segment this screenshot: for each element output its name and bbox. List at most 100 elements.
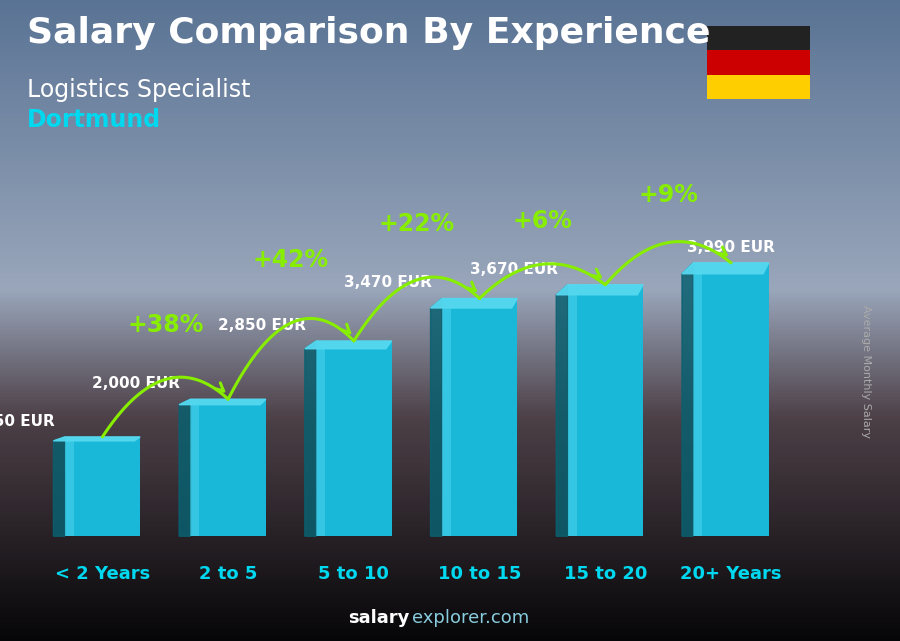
Bar xyxy=(0,538,900,540)
Bar xyxy=(0,2,900,4)
Bar xyxy=(0,447,900,449)
Bar xyxy=(0,609,900,611)
Bar xyxy=(442,299,518,537)
Bar xyxy=(0,417,900,419)
Bar xyxy=(0,395,900,397)
Bar xyxy=(0,147,900,149)
Bar xyxy=(0,69,900,71)
Bar xyxy=(0,594,900,596)
Bar xyxy=(0,66,900,69)
Bar xyxy=(0,47,900,49)
Text: +42%: +42% xyxy=(253,247,329,272)
Bar xyxy=(0,306,900,308)
Bar xyxy=(0,85,900,88)
Bar xyxy=(0,357,900,359)
Bar xyxy=(0,288,900,290)
Bar xyxy=(0,378,900,380)
Bar xyxy=(0,534,900,537)
Bar xyxy=(0,156,900,158)
Bar xyxy=(0,537,900,538)
Bar xyxy=(0,276,900,278)
Bar xyxy=(0,30,900,32)
Bar xyxy=(0,402,900,404)
Bar xyxy=(0,207,900,210)
Bar xyxy=(0,329,900,331)
Bar xyxy=(0,585,900,588)
Bar xyxy=(0,322,900,325)
Bar xyxy=(0,624,900,626)
Bar xyxy=(0,109,900,111)
Bar xyxy=(0,635,900,637)
Text: +6%: +6% xyxy=(512,209,572,233)
Bar xyxy=(0,314,900,316)
Bar xyxy=(0,171,900,173)
Bar xyxy=(0,113,900,115)
Bar xyxy=(0,560,900,562)
Bar xyxy=(0,197,900,199)
Bar xyxy=(0,169,900,171)
Bar xyxy=(0,399,900,402)
Bar xyxy=(0,24,900,26)
Bar xyxy=(0,212,900,213)
Bar xyxy=(0,92,900,94)
Bar xyxy=(706,50,810,75)
Bar xyxy=(0,564,900,566)
Polygon shape xyxy=(430,299,442,537)
Polygon shape xyxy=(556,285,568,537)
Bar xyxy=(0,310,900,312)
Bar xyxy=(0,383,900,385)
Text: +38%: +38% xyxy=(127,313,203,337)
Bar xyxy=(0,440,900,442)
Bar xyxy=(0,194,900,197)
Text: 1,450 EUR: 1,450 EUR xyxy=(0,413,55,429)
Bar xyxy=(0,79,900,81)
Text: 3,990 EUR: 3,990 EUR xyxy=(687,240,775,254)
Bar xyxy=(0,444,900,447)
Bar xyxy=(0,242,900,244)
Bar xyxy=(0,203,900,205)
Bar xyxy=(0,158,900,160)
Bar xyxy=(0,34,900,37)
Bar xyxy=(0,397,900,399)
Bar xyxy=(0,601,900,603)
Polygon shape xyxy=(53,437,65,537)
Bar xyxy=(0,506,900,508)
Bar xyxy=(0,436,900,438)
Bar xyxy=(0,558,900,560)
Bar xyxy=(0,508,900,511)
Bar xyxy=(0,104,900,107)
Text: salary: salary xyxy=(348,609,410,627)
Bar xyxy=(568,285,577,537)
Bar xyxy=(693,263,702,537)
Bar xyxy=(0,244,900,246)
Polygon shape xyxy=(179,399,191,537)
Bar xyxy=(0,569,900,570)
Bar xyxy=(0,126,900,128)
Bar xyxy=(0,376,900,378)
Bar xyxy=(0,184,900,186)
Bar xyxy=(0,115,900,117)
Bar xyxy=(0,630,900,633)
Bar xyxy=(0,101,900,103)
Bar xyxy=(0,415,900,417)
Bar xyxy=(568,285,643,537)
Bar xyxy=(0,231,900,233)
Bar xyxy=(0,17,900,19)
Polygon shape xyxy=(179,399,266,404)
Bar xyxy=(0,165,900,167)
Bar xyxy=(0,6,900,8)
Polygon shape xyxy=(430,299,518,308)
Bar xyxy=(0,111,900,113)
Bar xyxy=(0,579,900,581)
Bar xyxy=(0,481,900,483)
Bar xyxy=(0,615,900,617)
Bar xyxy=(0,419,900,421)
Bar xyxy=(0,28,900,30)
Bar xyxy=(65,437,74,537)
Bar xyxy=(0,4,900,6)
Bar xyxy=(0,130,900,133)
Bar xyxy=(0,354,900,357)
Text: Salary Comparison By Experience: Salary Comparison By Experience xyxy=(27,16,710,50)
Bar xyxy=(0,528,900,530)
Bar xyxy=(0,551,900,553)
